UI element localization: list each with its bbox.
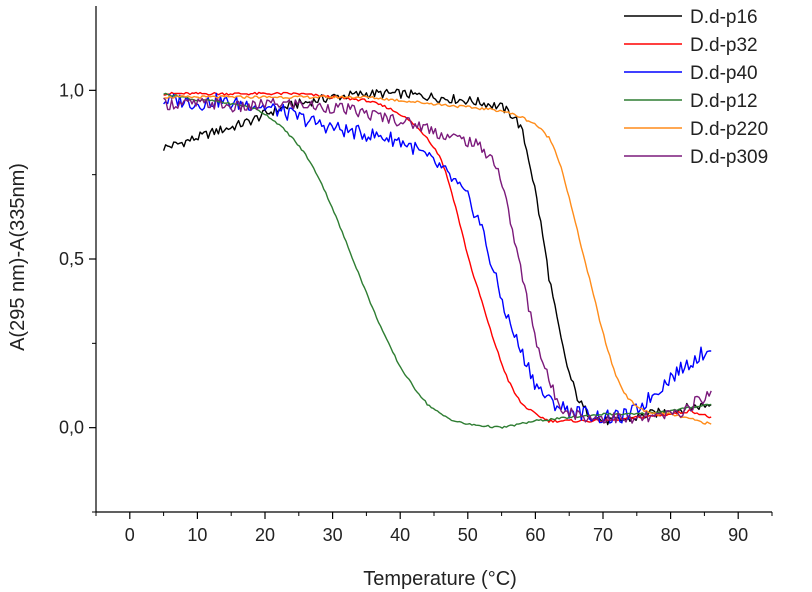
x-tick-label: 0 — [125, 525, 135, 545]
legend-item: D.d-p32 — [624, 35, 758, 56]
series-line-d-d-p16 — [162, 88, 712, 426]
x-tick-label: 10 — [187, 525, 207, 545]
x-tick-label: 50 — [458, 525, 478, 545]
series-line-d-d-p220 — [163, 95, 712, 425]
legend-item: D.d-p309 — [624, 147, 768, 168]
x-tick-label: 80 — [661, 525, 681, 545]
legend-label: D.d-p220 — [690, 119, 768, 140]
legend: D.d-p16 D.d-p32 D.d-p40 D.d-p12 D.d-p220 D.d-… — [624, 7, 768, 168]
legend-label: D.d-p12 — [690, 91, 758, 112]
legend-label: D.d-p309 — [690, 147, 768, 168]
y-tick-label: 0,5 — [59, 249, 84, 269]
legend-item: D.d-p220 — [624, 119, 768, 140]
series-line-d-d-p40 — [163, 92, 712, 424]
x-axis-title: Temperature (°C) — [363, 568, 517, 590]
tick-labels: 0 10 20 30 40 50 60 70 80 90 0,0 0,5 1,0 — [59, 80, 748, 545]
axes — [89, 6, 773, 519]
legend-label: D.d-p40 — [690, 63, 758, 84]
series-line-d-d-p32 — [163, 91, 712, 423]
series-line-d-d-p12 — [163, 92, 712, 429]
x-tick-label: 30 — [323, 525, 343, 545]
x-tick-label: 40 — [390, 525, 410, 545]
x-tick-label: 20 — [255, 525, 275, 545]
y-tick-label: 1,0 — [59, 80, 84, 100]
series-line-d-d-p309 — [163, 97, 712, 424]
legend-item: D.d-p40 — [624, 63, 758, 84]
legend-item: D.d-p16 — [624, 7, 758, 28]
x-tick-label: 70 — [593, 525, 613, 545]
y-tick-label: 0,0 — [59, 418, 84, 438]
legend-label: D.d-p32 — [690, 35, 758, 56]
legend-label: D.d-p16 — [690, 7, 758, 28]
plot-lines — [162, 88, 712, 429]
x-tick-label: 90 — [728, 525, 748, 545]
legend-item: D.d-p12 — [624, 91, 758, 112]
x-tick-label: 60 — [525, 525, 545, 545]
y-axis-title: A(295 nm)-A(335nm) — [7, 163, 29, 351]
